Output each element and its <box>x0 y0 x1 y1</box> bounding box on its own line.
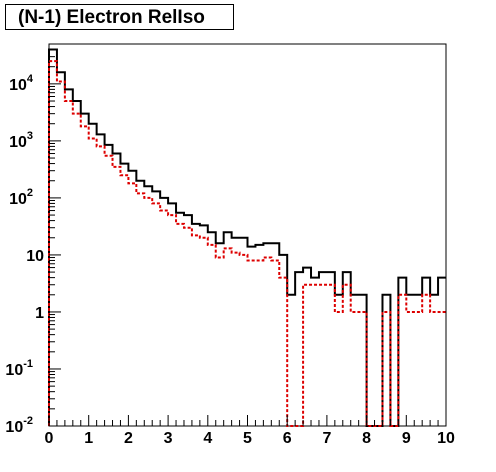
ticks <box>48 43 447 427</box>
y-tick-label: 10 <box>26 248 44 265</box>
x-tick-label: 7 <box>322 430 331 447</box>
x-tick-label: 4 <box>203 430 212 447</box>
axes <box>48 43 447 427</box>
y-tick-label: 103 <box>9 130 33 151</box>
series-layer <box>48 48 446 427</box>
x-tick-label: 8 <box>362 430 371 447</box>
y-tick-label: 1 <box>35 305 44 322</box>
x-tick-label: 2 <box>124 430 133 447</box>
chart-title: (N-1) Electron RelIso <box>5 4 234 30</box>
y-tick-label: 104 <box>9 73 34 94</box>
x-tick-label: 10 <box>437 430 455 447</box>
x-tick-label: 0 <box>45 430 54 447</box>
x-tick-label: 3 <box>164 430 173 447</box>
plot-frame <box>48 43 447 427</box>
x-tick-label: 9 <box>402 430 411 447</box>
x-tick-label: 5 <box>243 430 252 447</box>
x-tick-label: 6 <box>283 430 292 447</box>
series-line-0 <box>48 48 446 427</box>
x-tick-label: 1 <box>84 430 93 447</box>
y-tick-label: 102 <box>9 187 33 208</box>
series-line-1 <box>48 60 446 427</box>
y-tick-label: 10-1 <box>5 358 33 379</box>
y-tick-label: 10-2 <box>5 415 33 436</box>
